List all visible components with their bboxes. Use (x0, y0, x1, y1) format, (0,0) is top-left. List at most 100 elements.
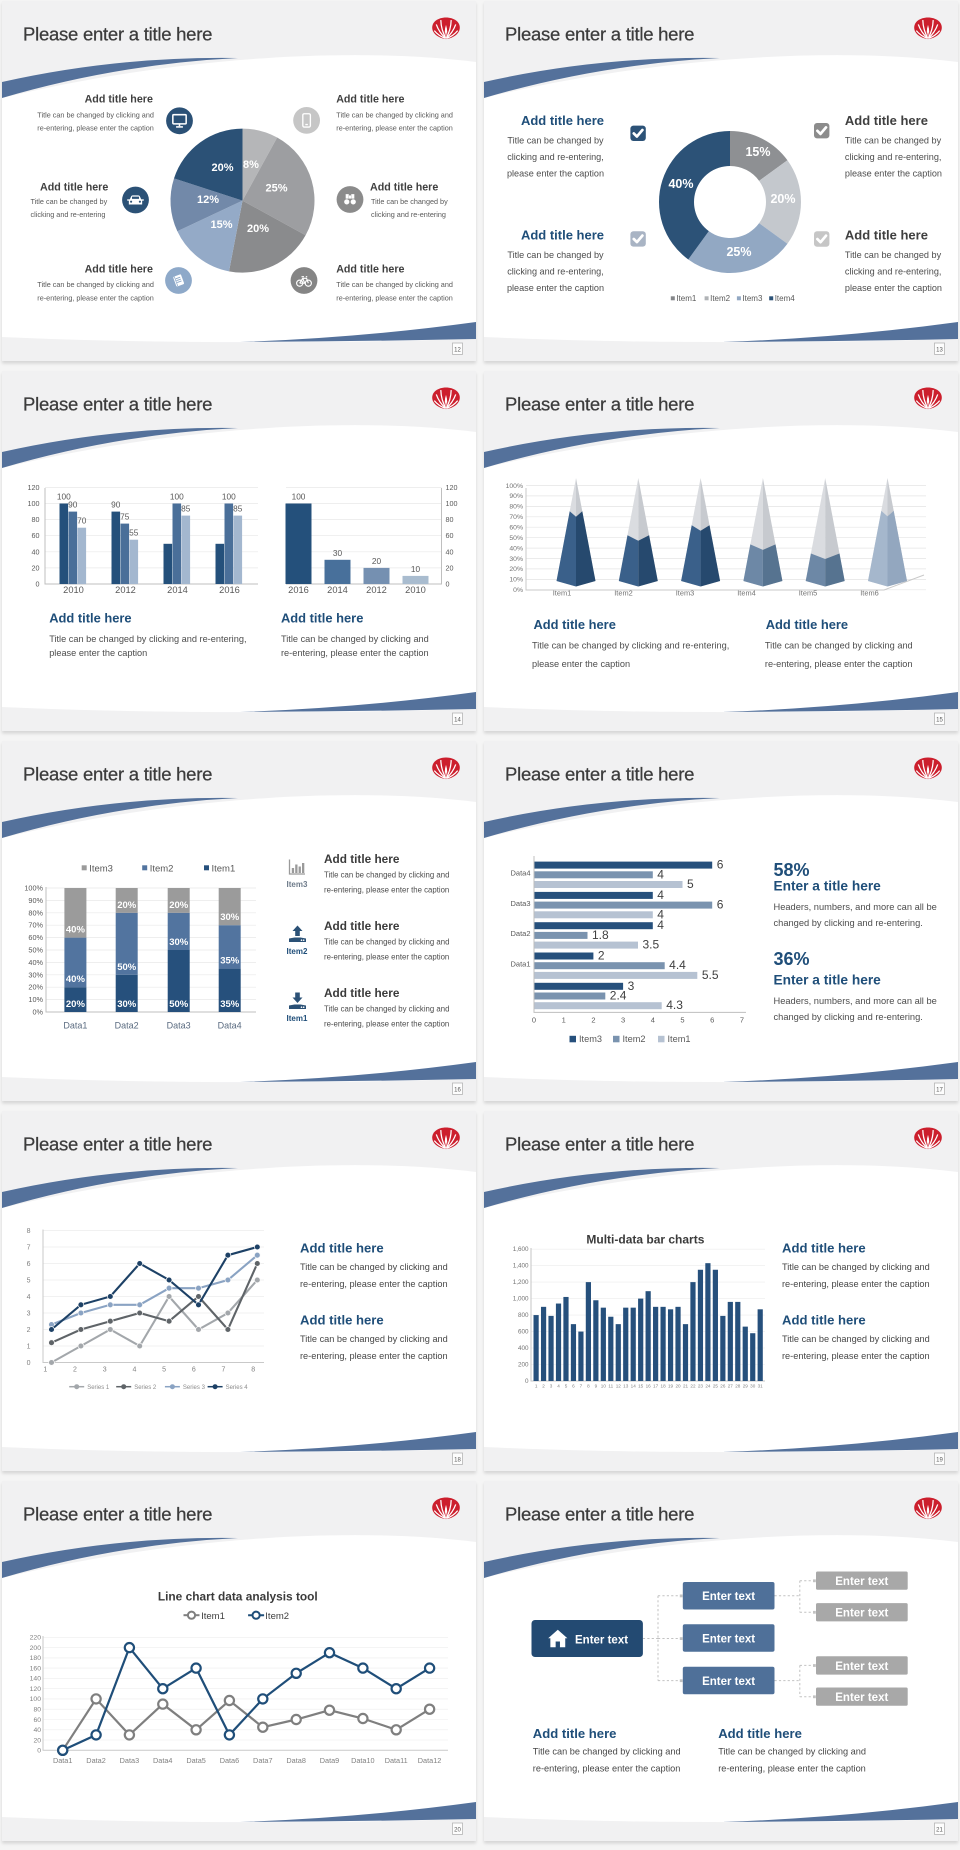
svg-text:clicking and re-entering: clicking and re-entering (31, 210, 106, 219)
svg-text:100: 100 (30, 1696, 42, 1703)
svg-text:clicking and re-entering: clicking and re-entering (371, 210, 446, 219)
svg-text:1,400: 1,400 (513, 1263, 529, 1270)
svg-text:clicking and re-entering,: clicking and re-entering, (845, 267, 942, 277)
svg-text:6: 6 (27, 1261, 31, 1268)
svg-text:Add title here: Add title here (324, 919, 400, 933)
svg-text:Title can be changed by clicki: Title can be changed by clicking and (718, 1747, 866, 1757)
svg-text:120: 120 (446, 483, 458, 492)
svg-text:Enter text: Enter text (702, 1676, 755, 1688)
svg-text:90%: 90% (509, 493, 523, 500)
svg-text:40%: 40% (509, 545, 523, 552)
svg-text:50%: 50% (117, 962, 137, 973)
svg-text:Data8: Data8 (286, 1756, 305, 1765)
svg-text:please enter the caption: please enter the caption (845, 283, 942, 293)
svg-text:0%: 0% (513, 587, 523, 594)
svg-text:Data12: Data12 (418, 1756, 442, 1765)
svg-text:changed by clicking and re-ent: changed by clicking and re-entering. (774, 918, 923, 928)
svg-text:80: 80 (33, 1707, 41, 1714)
svg-text:30%: 30% (220, 912, 240, 923)
svg-text:Item2: Item2 (710, 294, 731, 303)
svg-text:200: 200 (518, 1362, 529, 1369)
svg-text:2: 2 (542, 1383, 545, 1388)
svg-text:Add title here: Add title here (521, 113, 604, 128)
svg-text:4.4: 4.4 (669, 958, 686, 972)
svg-text:13: 13 (936, 348, 943, 354)
svg-text:1,600: 1,600 (513, 1246, 529, 1253)
svg-text:25%: 25% (265, 183, 287, 195)
svg-text:re-entering, please enter the: re-entering, please enter the caption (324, 1020, 449, 1029)
svg-text:28: 28 (735, 1383, 741, 1388)
svg-text:3: 3 (628, 979, 635, 993)
svg-text:Title can be changed by clicki: Title can be changed by clicking and (765, 641, 913, 651)
svg-text:0: 0 (525, 1378, 529, 1385)
svg-text:120: 120 (28, 483, 40, 492)
svg-text:2012: 2012 (366, 585, 387, 595)
svg-text:re-entering, please enter the: re-entering, please enter the caption (718, 1764, 866, 1774)
svg-text:40%: 40% (668, 177, 693, 191)
svg-text:30%: 30% (28, 970, 43, 979)
svg-text:100%: 100% (506, 483, 523, 490)
svg-text:Data4: Data4 (510, 869, 530, 878)
svg-text:6: 6 (717, 858, 724, 872)
svg-text:clicking and re-entering,: clicking and re-entering, (507, 267, 604, 277)
svg-text:Item2: Item2 (287, 947, 308, 956)
svg-text:20%: 20% (247, 223, 269, 235)
svg-text:90: 90 (68, 500, 78, 510)
svg-text:Headers, numbers, and more can: Headers, numbers, and more can all be (774, 902, 937, 912)
svg-text:100: 100 (222, 492, 236, 502)
svg-text:85: 85 (181, 504, 191, 514)
svg-text:Title can be changed by clicki: Title can be changed by clicking and (782, 1262, 930, 1272)
svg-text:14: 14 (631, 1383, 637, 1388)
svg-text:4: 4 (557, 1383, 560, 1388)
svg-text:0: 0 (36, 580, 40, 589)
svg-text:1: 1 (562, 1015, 566, 1024)
svg-text:Add title here: Add title here (782, 1313, 866, 1328)
svg-text:7: 7 (27, 1244, 31, 1251)
svg-text:Enter text: Enter text (575, 1634, 628, 1646)
svg-text:100: 100 (170, 492, 184, 502)
svg-text:4: 4 (657, 888, 664, 902)
svg-text:20%: 20% (66, 999, 86, 1010)
svg-text:20%: 20% (211, 162, 233, 174)
svg-text:16: 16 (646, 1383, 652, 1388)
svg-text:Enter text: Enter text (835, 1661, 888, 1673)
svg-text:Enter a title here: Enter a title here (774, 973, 882, 988)
svg-text:re-entering, please enter the: re-entering, please enter the caption (37, 123, 153, 132)
svg-text:50%: 50% (509, 535, 523, 542)
svg-text:400: 400 (518, 1345, 529, 1352)
svg-text:17: 17 (936, 1088, 943, 1094)
svg-text:5: 5 (680, 1015, 684, 1024)
svg-text:Add title here: Add title here (300, 1241, 384, 1256)
svg-text:70%: 70% (509, 514, 523, 521)
svg-text:19: 19 (936, 1458, 943, 1464)
svg-text:12: 12 (454, 348, 461, 354)
svg-text:1,200: 1,200 (513, 1279, 529, 1286)
svg-text:Title can be changed by clicki: Title can be changed by clicking and (300, 1262, 448, 1272)
svg-text:20: 20 (454, 1828, 461, 1834)
svg-text:9: 9 (595, 1383, 598, 1388)
svg-text:Title can be changed by clicki: Title can be changed by clicking and (324, 1005, 449, 1014)
svg-text:30%: 30% (117, 999, 137, 1010)
svg-text:20%: 20% (770, 192, 795, 206)
svg-text:Data2: Data2 (510, 929, 530, 938)
svg-text:Add title here: Add title here (845, 228, 928, 243)
svg-text:Data1: Data1 (53, 1756, 72, 1765)
svg-text:5.5: 5.5 (702, 968, 719, 982)
svg-text:11: 11 (608, 1383, 613, 1388)
svg-text:Add title here: Add title here (845, 113, 928, 128)
svg-text:2014: 2014 (167, 585, 188, 595)
svg-text:80: 80 (32, 515, 40, 524)
svg-text:please enter the caption: please enter the caption (532, 659, 630, 669)
svg-text:4: 4 (657, 918, 664, 932)
svg-text:70%: 70% (28, 921, 43, 930)
svg-text:Item3: Item3 (287, 880, 308, 889)
svg-text:0: 0 (446, 580, 450, 589)
svg-text:35%: 35% (220, 956, 240, 967)
svg-text:Please enter a title here: Please enter a title here (23, 1134, 212, 1155)
svg-text:Title can be changed by: Title can be changed by (845, 250, 942, 260)
svg-text:Data10: Data10 (351, 1756, 375, 1765)
svg-text:re-entering, please enter the: re-entering, please enter the caption (281, 648, 429, 658)
svg-text:20%: 20% (28, 983, 43, 992)
svg-text:Title can be changed by clicki: Title can be changed by clicking and (324, 938, 449, 947)
svg-text:Title can be changed by clicki: Title can be changed by clicking and (37, 110, 154, 119)
